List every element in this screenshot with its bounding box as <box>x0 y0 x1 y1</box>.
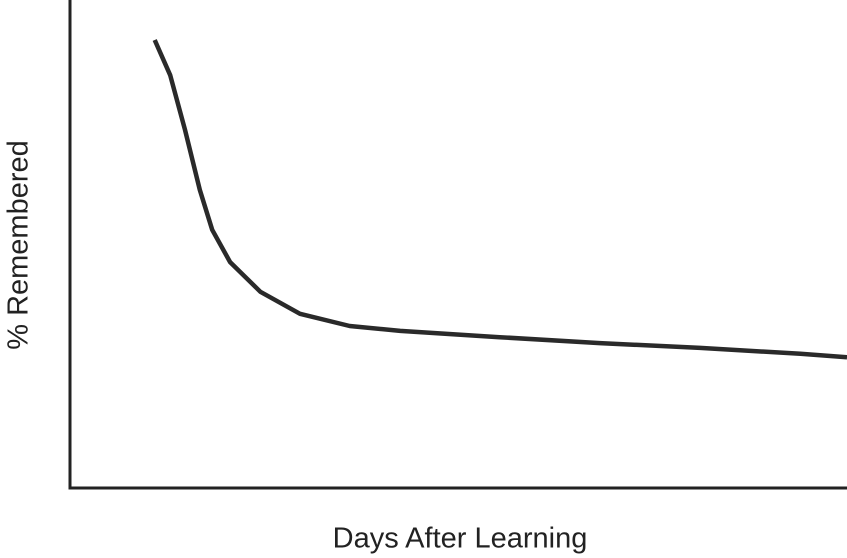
x-axis-label: Days After Learning <box>333 523 588 555</box>
y-axis-label: % Remembered <box>3 140 35 350</box>
forgetting-curve <box>152 39 847 360</box>
